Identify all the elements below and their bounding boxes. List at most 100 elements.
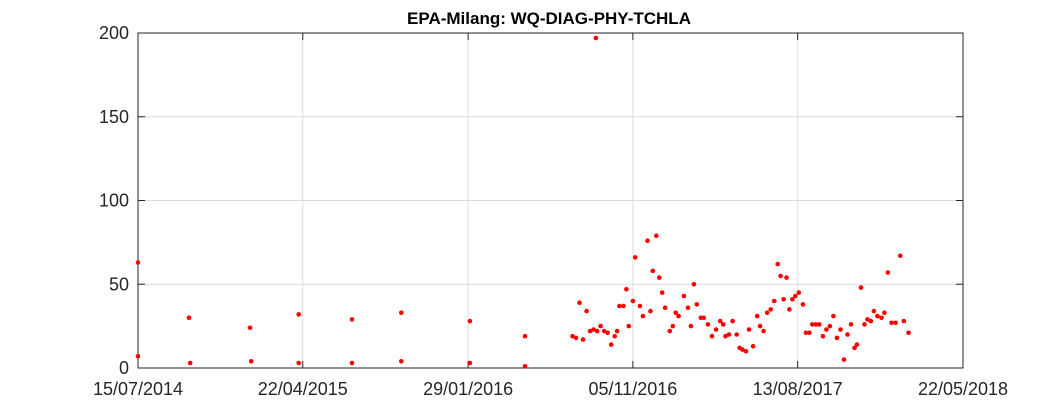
data-point (845, 332, 850, 337)
data-point (135, 354, 141, 359)
data-point (858, 285, 864, 290)
data-points (135, 35, 911, 369)
chart-title: EPA-Milang: WQ-DIAG-PHY-TCHLA (407, 9, 691, 28)
data-point (522, 333, 528, 339)
data-point (601, 328, 607, 334)
data-point (796, 290, 802, 295)
data-point (650, 268, 656, 274)
data-point (852, 345, 857, 351)
data-point (685, 305, 691, 311)
data-point (885, 270, 891, 275)
data-point (135, 260, 141, 265)
data-point (632, 255, 638, 260)
data-point (775, 261, 780, 267)
data-point (645, 238, 650, 243)
data-point (640, 313, 646, 319)
data-point (768, 307, 773, 312)
data-point (624, 287, 629, 292)
data-point (726, 332, 732, 337)
data-point (467, 360, 473, 366)
data-point (838, 327, 843, 332)
data-point (778, 273, 783, 279)
data-point (750, 343, 756, 349)
data-point (187, 360, 193, 366)
data-point (673, 310, 678, 316)
data-point (594, 328, 600, 334)
data-point (670, 323, 676, 329)
data-point (662, 305, 668, 311)
data-point (784, 275, 789, 280)
data-point (764, 310, 770, 316)
data-point (793, 293, 798, 299)
data-point (573, 335, 579, 341)
x-tick-label: 29/01/2016 (423, 379, 513, 399)
data-point (349, 360, 355, 366)
data-point (862, 322, 867, 327)
data-point (349, 317, 355, 322)
data-point (593, 35, 599, 41)
data-point (626, 323, 632, 329)
data-point (889, 320, 894, 326)
data-point (608, 342, 614, 347)
x-tick-label: 22/04/2015 (258, 379, 348, 399)
data-point (657, 275, 662, 280)
data-point (754, 313, 760, 319)
data-point (676, 313, 681, 319)
data-point (605, 330, 610, 336)
data-point (667, 328, 673, 334)
y-tick-label: 150 (99, 107, 129, 127)
data-point (746, 327, 752, 332)
data-point (630, 298, 636, 304)
data-point (186, 315, 192, 321)
data-point (654, 233, 659, 238)
data-point (598, 323, 603, 329)
data-point (800, 302, 806, 307)
x-tick-label: 05/11/2016 (588, 379, 677, 399)
data-point (688, 323, 694, 329)
data-point (790, 297, 795, 302)
data-point (787, 307, 792, 312)
data-point (296, 360, 302, 366)
y-tick-label: 0 (119, 358, 129, 378)
data-point (868, 318, 874, 324)
data-point (817, 322, 822, 327)
data-point (734, 332, 739, 337)
data-point (248, 359, 254, 364)
data-point (701, 315, 707, 321)
data-point (781, 297, 786, 302)
data-point (879, 315, 884, 321)
data-point (720, 322, 726, 327)
data-point (882, 310, 887, 316)
data-point (906, 330, 911, 336)
data-point (399, 310, 404, 316)
data-point (740, 347, 745, 352)
data-point (709, 333, 715, 339)
data-point (614, 328, 620, 334)
data-point (824, 327, 829, 332)
data-point (854, 342, 860, 347)
data-point (901, 318, 907, 324)
data-point (648, 308, 653, 314)
data-point (296, 312, 302, 317)
data-point (522, 364, 528, 369)
data-point (841, 357, 847, 362)
x-tick-label: 22/05/2018 (918, 379, 1008, 399)
data-point (807, 330, 812, 336)
data-point (681, 293, 687, 299)
data-point (871, 308, 877, 314)
data-point (743, 349, 749, 354)
data-point (577, 300, 582, 306)
x-tick-label: 13/08/2017 (753, 379, 843, 399)
data-point (399, 359, 404, 364)
data-point (820, 333, 826, 339)
data-point (591, 327, 596, 332)
data-point (810, 322, 815, 327)
data-point (247, 325, 253, 331)
data-point (617, 303, 622, 309)
y-tick-label: 200 (99, 23, 129, 43)
y-tick-label: 50 (109, 274, 129, 294)
data-point (803, 330, 809, 336)
data-point (621, 303, 626, 309)
data-point (659, 290, 665, 295)
